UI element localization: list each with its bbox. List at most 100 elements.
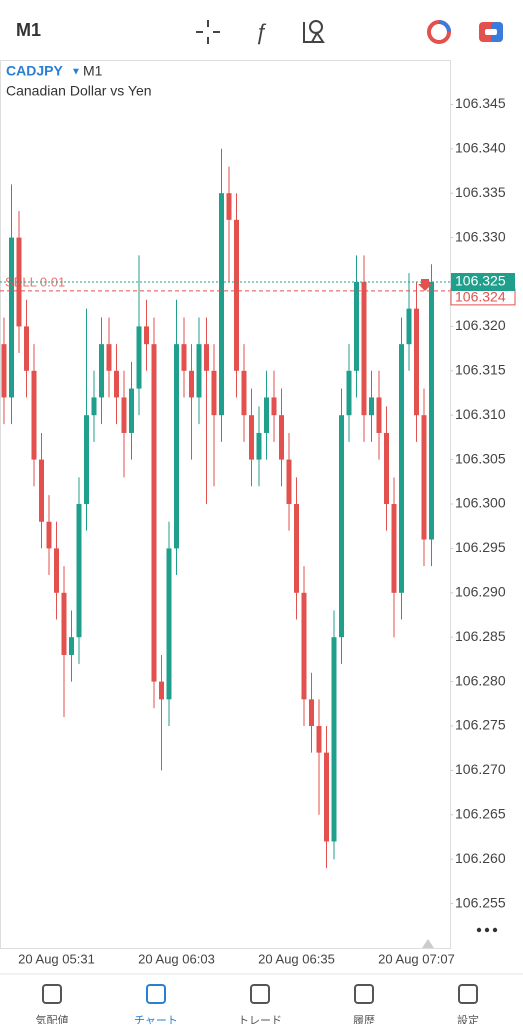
y-tick-label: 106.260: [455, 850, 506, 866]
subtitle: Canadian Dollar vs Yen: [6, 83, 152, 99]
candle-body: [54, 548, 59, 593]
candle-body: [271, 397, 277, 416]
y-tick-label: 106.340: [455, 140, 506, 156]
y-tick-label: 106.275: [455, 717, 506, 733]
y-tick-label: 106.345: [455, 95, 506, 111]
x-tick-label: 20 Aug 06:35: [258, 951, 335, 966]
crosshair-icon[interactable]: [196, 20, 220, 44]
candle-body: [429, 282, 434, 540]
candle-body: [1, 344, 7, 398]
candle-body: [144, 326, 149, 345]
scroll-marker[interactable]: [422, 939, 434, 948]
x-tick-label: 20 Aug 06:03: [138, 951, 215, 966]
indicator-icon[interactable]: ƒ: [255, 19, 267, 44]
nav-label[interactable]: トレード: [238, 1015, 282, 1027]
y-tick-label: 106.315: [455, 362, 506, 378]
candle-body: [136, 326, 142, 389]
y-tick-label: 106.305: [455, 450, 506, 466]
candle-body: [294, 504, 299, 593]
candle-body: [301, 592, 307, 700]
candle-body: [129, 388, 134, 433]
nav-icon[interactable]: [146, 984, 166, 1004]
symbol[interactable]: CADJPY: [6, 63, 63, 79]
candle-body: [339, 415, 344, 638]
y-tick-label: 106.270: [455, 761, 506, 777]
candle-body: [121, 397, 127, 433]
nav-icon[interactable]: [354, 984, 374, 1004]
candle-body: [219, 193, 224, 416]
sell-arrow: [418, 279, 432, 291]
candle-body: [91, 397, 97, 416]
candle-body: [174, 344, 179, 549]
candle-body: [189, 370, 194, 398]
candle-body: [249, 415, 254, 460]
candle-body: [331, 637, 337, 842]
timeframe-button[interactable]: M1: [16, 20, 41, 40]
candle-body: [196, 344, 202, 398]
candle-body: [226, 193, 232, 220]
candle-body: [406, 308, 412, 345]
y-tick-label: 106.300: [455, 495, 506, 511]
symbol-dropdown[interactable]: ▼: [71, 67, 81, 78]
candle-body: [256, 432, 262, 460]
candle-body: [166, 548, 172, 700]
candle-body: [31, 370, 37, 460]
candle-body: [24, 326, 29, 371]
candle-body: [421, 415, 427, 540]
candle-body: [384, 432, 389, 504]
candle-body: [69, 637, 74, 655]
y-tick-label: 106.295: [455, 539, 506, 555]
order-price: 106.324: [455, 289, 506, 305]
candle-body: [211, 370, 217, 416]
candle-body: [369, 397, 374, 416]
candle-body: [376, 397, 382, 433]
candle-body: [204, 344, 209, 371]
candle-body: [354, 282, 359, 371]
candle-body: [9, 237, 14, 398]
nav-label[interactable]: 設定: [457, 1013, 479, 1027]
candle-body: [181, 344, 187, 371]
nav-icon[interactable]: [42, 984, 62, 1004]
candle-body: [234, 219, 239, 371]
objects-icon[interactable]: [303, 20, 325, 43]
x-tick-label: 20 Aug 05:31: [18, 951, 95, 966]
candle-body: [241, 370, 247, 416]
order-label: SELL 0.01: [5, 274, 65, 289]
candle-body: [309, 699, 314, 726]
y-tick-label: 106.335: [455, 184, 506, 200]
nav-icon[interactable]: [458, 984, 478, 1004]
last-price-box: [451, 273, 515, 291]
chart-timeframe: M1: [83, 63, 103, 79]
candle-body: [286, 459, 292, 504]
one-click-icon[interactable]: [427, 20, 451, 44]
candle-body: [264, 397, 269, 433]
candle-body: [61, 592, 67, 655]
nav-label[interactable]: 履歴: [353, 1014, 375, 1027]
y-tick-label: 106.280: [455, 672, 506, 688]
candle-body: [346, 370, 352, 416]
candle-body: [99, 344, 104, 398]
candle-body: [159, 681, 164, 700]
more-icon[interactable]: [476, 927, 498, 933]
candle-body: [39, 459, 44, 522]
trade-icon[interactable]: [479, 22, 503, 42]
candle-body: [76, 504, 82, 638]
y-tick-label: 106.285: [455, 628, 506, 644]
last-price: 106.325: [455, 273, 506, 289]
y-tick-label: 106.330: [455, 228, 506, 244]
y-tick-label: 106.290: [455, 584, 506, 600]
nav-label[interactable]: 気配値: [36, 1013, 69, 1027]
nav-label[interactable]: チャート: [134, 1014, 178, 1027]
y-tick-label: 106.310: [455, 406, 506, 422]
nav-icon[interactable]: [250, 984, 270, 1004]
candle-body: [414, 308, 419, 416]
candle-body: [46, 521, 52, 549]
x-tick-label: 20 Aug 07:07: [378, 951, 455, 966]
candle-body: [279, 415, 284, 460]
y-tick-label: 106.320: [455, 317, 506, 333]
y-tick-label: 106.255: [455, 894, 506, 910]
candle-body: [361, 282, 367, 416]
candle-body: [106, 344, 112, 371]
